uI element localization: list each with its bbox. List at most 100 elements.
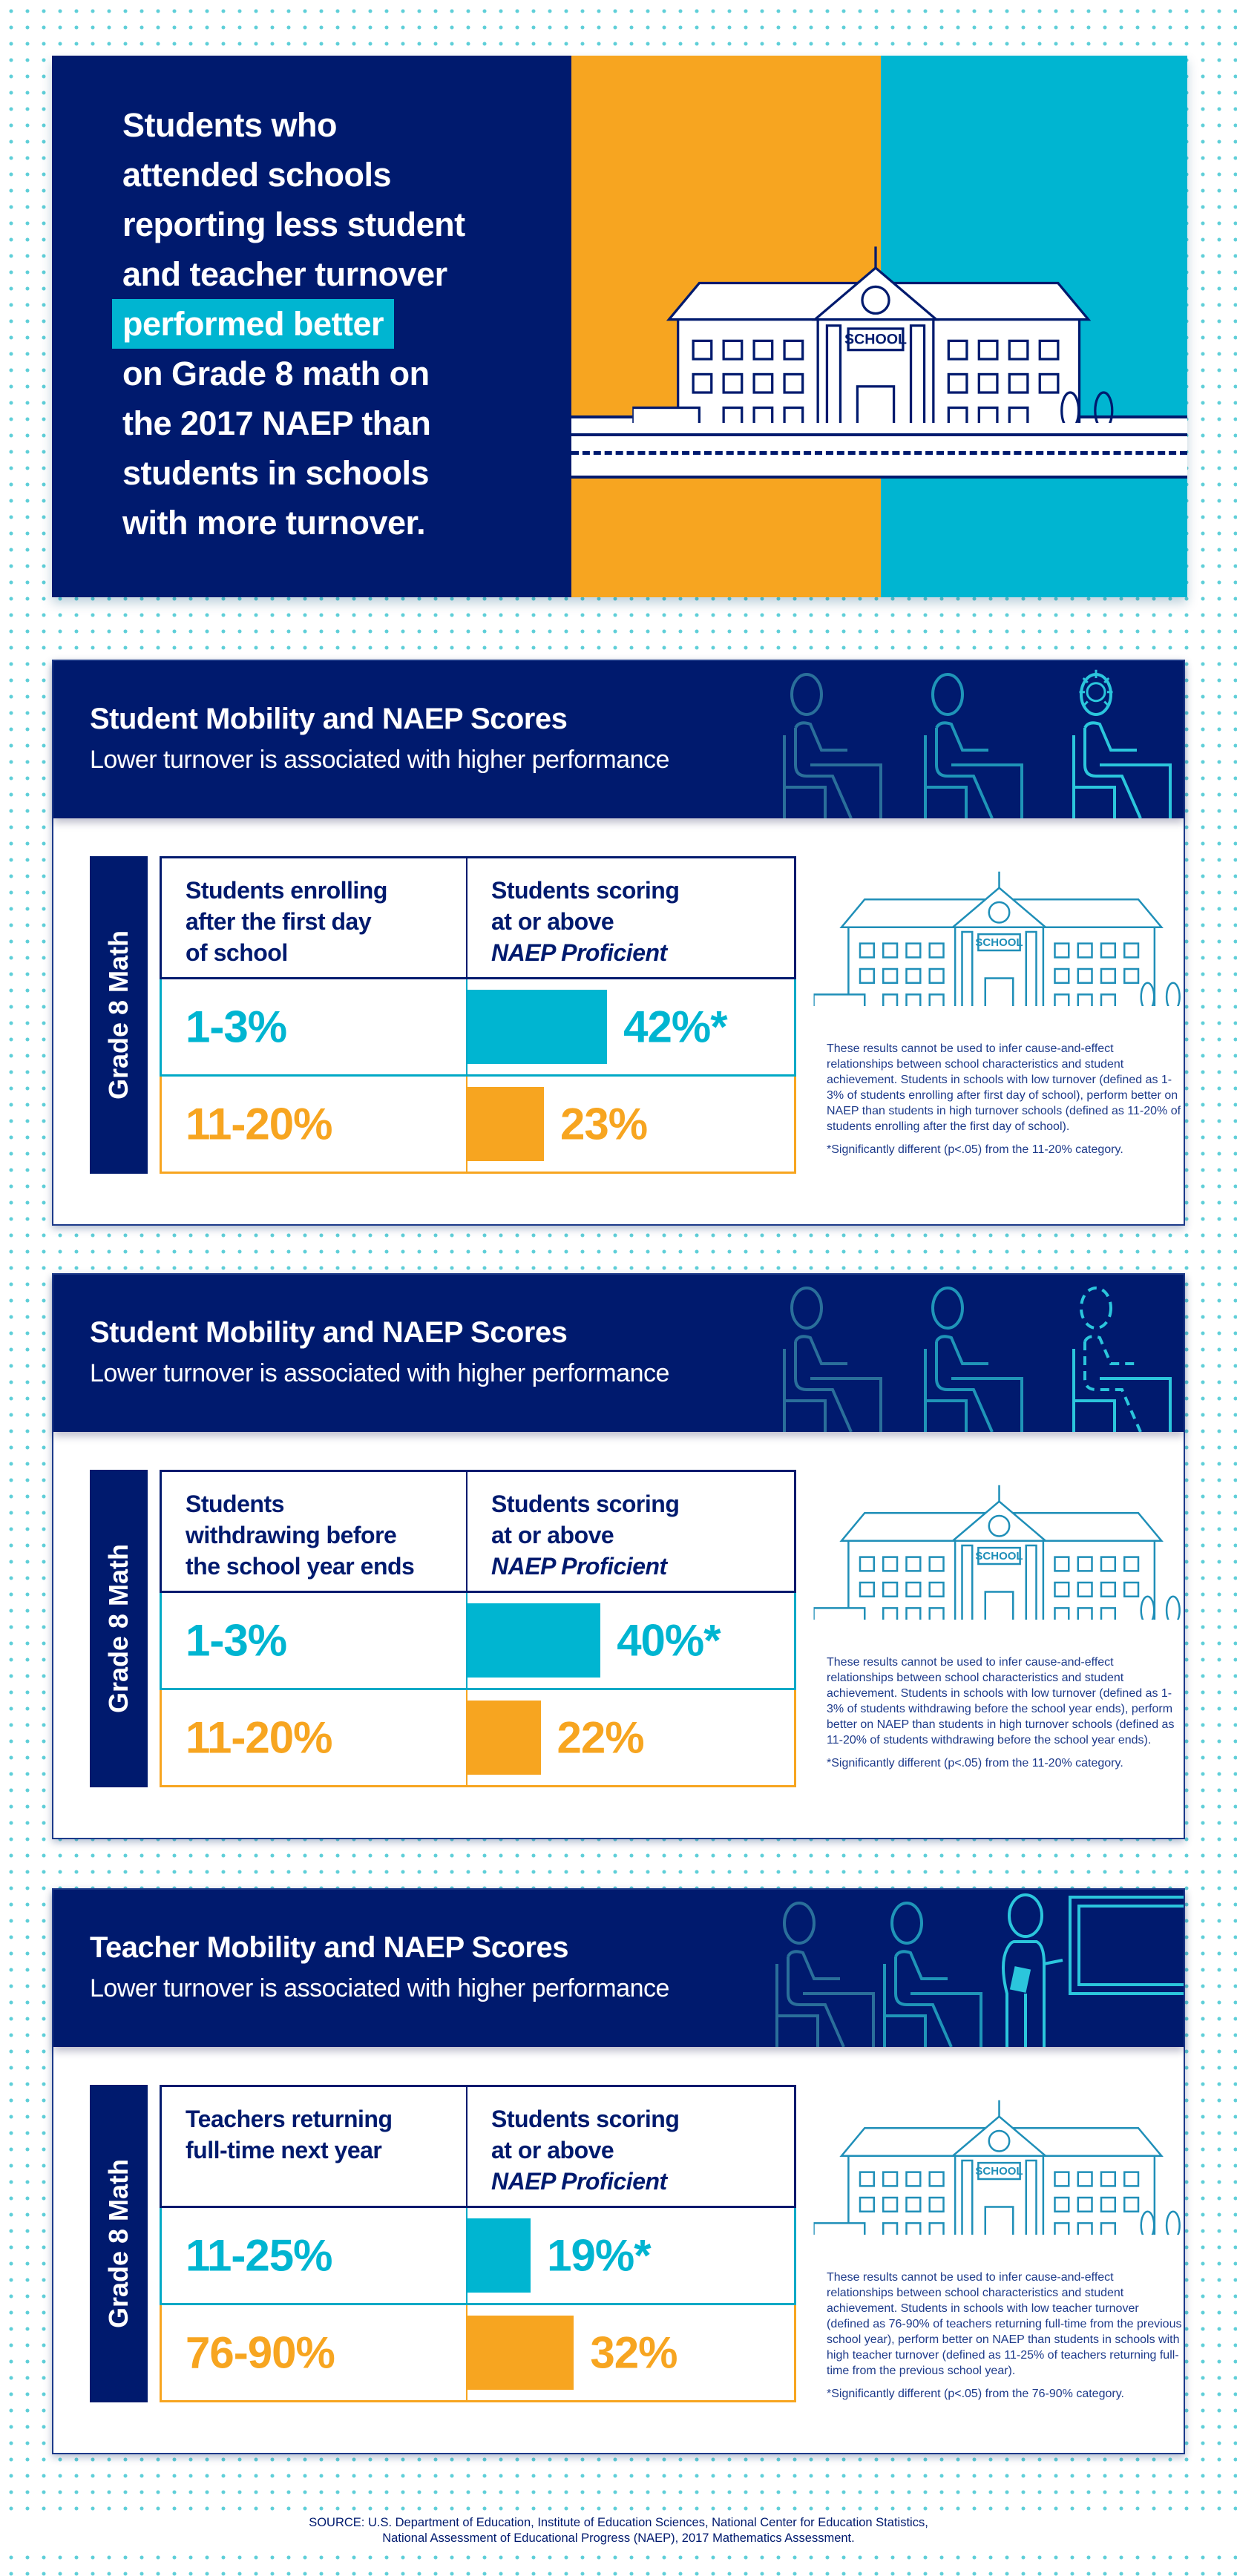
panel-subtitle: Lower turnover is associated with higher… (90, 746, 669, 774)
hero-line: Students who (122, 106, 337, 144)
source-note: SOURCE: U.S. Department of Education, In… (0, 2515, 1237, 2546)
col1-header-line: Students (186, 1491, 284, 1517)
teacher-icon (996, 1890, 1070, 2047)
grade-band: Grade 8 Math (90, 1470, 148, 1787)
col2-header-line: at or above (491, 1522, 614, 1548)
panel-subtitle: Lower turnover is associated with higher… (90, 1974, 669, 2002)
header-illustration (751, 661, 1184, 818)
score-bar (467, 1603, 601, 1678)
score-value: 19%* (547, 2230, 651, 2281)
col2-header-line: at or above (491, 908, 614, 935)
col2-header-line: at or above (491, 2137, 614, 2163)
score-bar (467, 990, 608, 1064)
dashed-student-icon (1070, 1275, 1174, 1432)
table-row: 11-20% 23% (160, 1077, 796, 1174)
col1-header: Students withdrawing before the school yea… (186, 1488, 415, 1582)
col1-header: Students enrolling after the first day of … (186, 875, 387, 968)
col2-header-line: Students scoring (491, 2106, 680, 2132)
col1-header-line: Students enrolling (186, 877, 387, 904)
hero-line: with more turnover. (122, 504, 426, 542)
panel-subtitle: Lower turnover is associated with higher… (90, 1359, 669, 1387)
hero-line: the 2017 NAEP than (122, 404, 431, 442)
panel-title: Teacher Mobility and NAEP Scores (90, 1931, 568, 1964)
panel-header: Student Mobility and NAEP Scores Lower t… (53, 1275, 1184, 1432)
table-header: Students withdrawing before the school yea… (160, 1470, 796, 1593)
turnover-range: 11-20% (186, 1712, 332, 1763)
significance-footnote: *Significantly different (p<.05) from th… (827, 2388, 1124, 2400)
header-illustration (751, 1275, 1184, 1432)
col2-header-line: Students scoring (491, 877, 680, 904)
seated-student-icon (922, 661, 1026, 818)
col2-header-italic: NAEP Proficient (491, 2168, 667, 2195)
source-line: National Assessment of Educational Progr… (382, 2531, 855, 2545)
grade-band: Grade 8 Math (90, 856, 148, 1174)
score-value: 23% (560, 1099, 648, 1149)
score-bar (467, 2218, 531, 2293)
table-row: 11-20% 22% (160, 1690, 796, 1787)
col1-header: Teachers returning full-time next year (186, 2103, 393, 2166)
chalkboard-icon (1069, 1896, 1184, 1995)
turnover-range: 11-25% (186, 2230, 332, 2281)
table-row: 1-3% 40%* (160, 1593, 796, 1690)
panel-title: Student Mobility and NAEP Scores (90, 1316, 568, 1349)
sun-icon (1074, 667, 1118, 712)
hero-statement: Students who attended schools reporting … (112, 100, 465, 548)
significance-footnote: *Significantly different (p<.05) from th… (827, 1143, 1123, 1156)
grade-label: Grade 8 Math (103, 1543, 134, 1714)
panel-title: Student Mobility and NAEP Scores (90, 703, 568, 735)
results-table: Teachers returning full-time next year St… (160, 2085, 796, 2402)
seated-student-icon (781, 1275, 885, 1432)
seated-student-icon (781, 661, 885, 818)
hero-line: reporting less student (122, 206, 465, 243)
school-building-icon (804, 2068, 1194, 2235)
grade-band: Grade 8 Math (90, 2085, 148, 2402)
notes: These results cannot be used to infer ca… (827, 1041, 1183, 1157)
turnover-range: 1-3% (186, 1002, 287, 1052)
score-value: 32% (590, 2327, 677, 2378)
turnover-range: 1-3% (186, 1615, 287, 1666)
school-building-icon (804, 1453, 1194, 1620)
panel-header: Student Mobility and NAEP Scores Lower t… (53, 661, 1184, 818)
col2-header: Students scoring at or above NAEP Proficie… (491, 2103, 680, 2197)
table-row: 1-3% 42%* (160, 979, 796, 1077)
mobility-panel: Student Mobility and NAEP Scores Lower t… (52, 660, 1185, 1226)
score-value: 22% (557, 1712, 645, 1763)
school-building-icon (579, 204, 1172, 423)
score-bar (467, 2316, 574, 2390)
turnover-range: 76-90% (186, 2327, 335, 2378)
col2-header: Students scoring at or above NAEP Proficie… (491, 875, 680, 968)
grade-label: Grade 8 Math (103, 2158, 134, 2329)
panel-header: Teacher Mobility and NAEP Scores Lower t… (53, 1890, 1184, 2047)
col1-header-line: of school (186, 939, 288, 966)
hero-line: on Grade 8 math on (122, 355, 430, 392)
col1-header-line: full-time next year (186, 2137, 382, 2163)
seated-student-icon (773, 1890, 877, 2047)
col1-header-line: withdrawing before (186, 1522, 397, 1548)
caveat-note: These results cannot be used to infer ca… (827, 1042, 1181, 1133)
notes: These results cannot be used to infer ca… (827, 2270, 1183, 2402)
col2-header-italic: NAEP Proficient (491, 939, 667, 966)
caveat-note: These results cannot be used to infer ca… (827, 1656, 1175, 1747)
col2-header-italic: NAEP Proficient (491, 1553, 667, 1580)
road-illustration (571, 415, 1187, 479)
caveat-note: These results cannot be used to infer ca… (827, 2271, 1182, 2377)
hero-line: attended schools (122, 156, 392, 194)
col1-header-line: the school year ends (186, 1553, 415, 1580)
hero-banner: Students who attended schools reporting … (52, 56, 1187, 597)
hero-highlight: performed better (112, 299, 395, 349)
mobility-panel: Student Mobility and NAEP Scores Lower t… (52, 1273, 1185, 1839)
score-bar (467, 1701, 541, 1775)
results-table: Students enrolling after the first day of … (160, 856, 796, 1174)
hero-line: students in schools (122, 454, 430, 492)
score-bar (467, 1087, 545, 1161)
col1-header-line: after the first day (186, 908, 372, 935)
source-line: SOURCE: U.S. Department of Education, In… (309, 2516, 928, 2529)
table-row: 76-90% 32% (160, 2305, 796, 2402)
table-row: 11-25% 19%* (160, 2208, 796, 2305)
table-header: Students enrolling after the first day of … (160, 856, 796, 979)
table-header: Teachers returning full-time next year St… (160, 2085, 796, 2208)
hero-line: and teacher turnover (122, 255, 447, 293)
hero-text-panel: Students who attended schools reporting … (52, 56, 571, 597)
significance-footnote: *Significantly different (p<.05) from th… (827, 1757, 1123, 1770)
grade-label: Grade 8 Math (103, 930, 134, 1100)
